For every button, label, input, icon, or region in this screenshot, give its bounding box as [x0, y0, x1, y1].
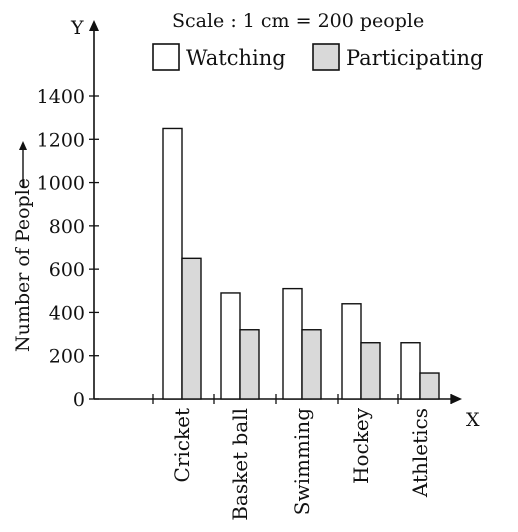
y-tick-label: 1400 — [37, 86, 85, 108]
x-axis-letter: X — [466, 409, 480, 431]
legend-swatch-watching — [152, 43, 180, 71]
legend: Watching Participating — [152, 43, 483, 71]
y-tick-label: 800 — [49, 216, 85, 238]
bar-watching — [282, 287, 303, 400]
y-tick-labels: 0 200 400 600 800 1000 1200 1400 — [37, 86, 85, 411]
y-axis-title: Number of People — [12, 141, 34, 352]
x-tick-label: Basket ball — [228, 408, 252, 521]
legend-swatch-participating — [312, 43, 340, 71]
y-axis-arrowhead — [89, 20, 99, 31]
scale-note: Scale : 1 cm = 200 people — [172, 10, 424, 32]
y-axis-letter: Y — [70, 17, 84, 39]
y-tick-label: 400 — [49, 302, 85, 324]
axes — [89, 20, 462, 404]
bar-participating — [360, 342, 381, 400]
x-tick-labels: Cricket Basket ball Swimming Hockey Athletic… — [170, 407, 432, 520]
x-tick-label: Cricket — [170, 408, 194, 482]
bars — [162, 127, 440, 400]
legend-label-participating: Participating — [346, 46, 483, 70]
x-tick-label: Hockey — [349, 407, 373, 484]
bar-participating — [419, 372, 440, 400]
y-tick-label: 1200 — [37, 129, 85, 151]
bar-watching — [220, 292, 241, 400]
bar-participating — [301, 329, 322, 400]
bar-participating — [181, 257, 202, 400]
legend-label-watching: Watching — [186, 46, 286, 70]
x-tick-label: Athletics — [408, 408, 432, 498]
bar-participating — [239, 329, 260, 400]
y-tick-label: 600 — [49, 259, 85, 281]
x-axis-arrowhead — [451, 394, 462, 404]
x-tick-label: Swimming — [290, 408, 314, 515]
bar-watching — [162, 127, 183, 400]
y-tick-label: 1000 — [37, 173, 85, 195]
y-tick-label: 0 — [73, 389, 85, 411]
y-axis-label-arrowhead — [19, 141, 27, 150]
bar-watching — [341, 303, 362, 400]
y-axis-label: Number of People — [12, 178, 34, 352]
y-tick-label: 200 — [49, 346, 85, 368]
bar-watching — [400, 342, 421, 400]
